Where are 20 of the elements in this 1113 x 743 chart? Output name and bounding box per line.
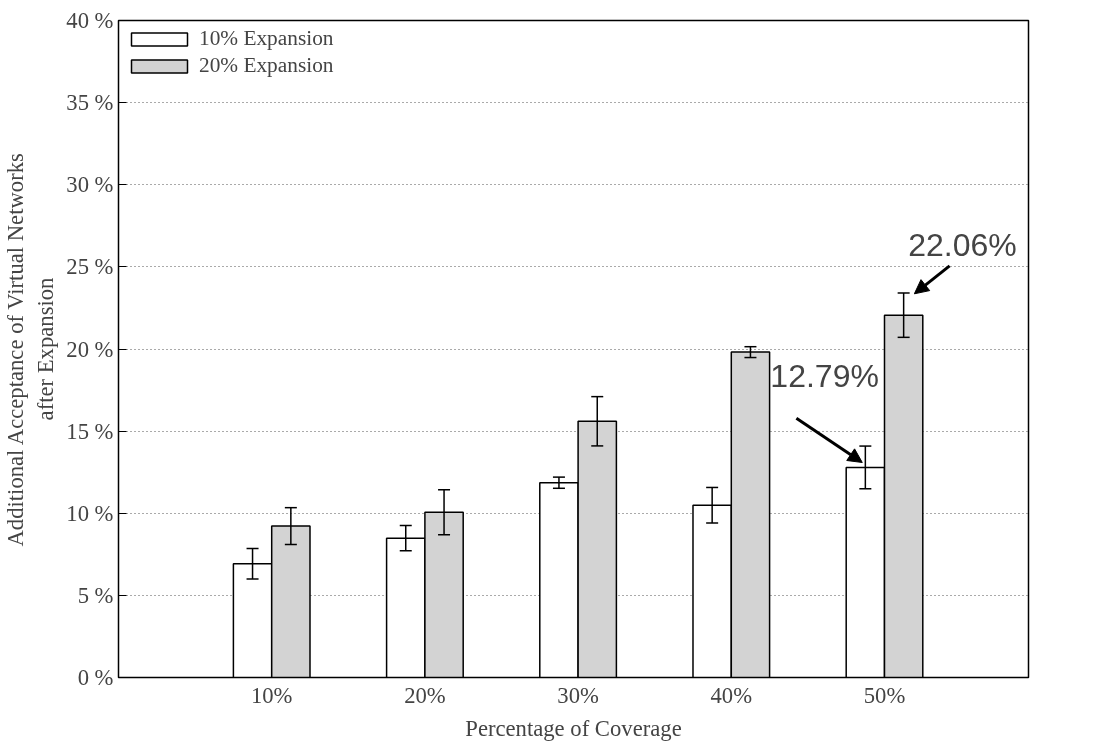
y-tick-label: 0 % [77,665,114,690]
x-tick-label: 10% [250,682,293,708]
y-axis-title: Additional Acceptance of Virtual Networks after Expansion [3,153,59,547]
y-tick-label: 15 % [66,418,114,444]
x-tick-label: 20% [404,682,446,708]
y-tick-label: 10 % [66,500,114,526]
x-tick-label: 30% [557,682,599,708]
annotation: 12.79% [770,357,879,394]
y-tick-label: 30 % [66,172,114,198]
legend-label: 20% Expansion [199,53,334,78]
y-tick-label: 25 % [66,254,114,280]
annotation: 22.06% [908,226,1017,263]
y-tick-label: 40 % [66,8,114,33]
y-tick-label: 20 % [66,336,114,362]
legend-label: 10% Expansion [199,26,334,51]
y-tick-label: 35 % [66,90,114,116]
x-tick-label: 40% [710,682,753,708]
x-axis-title: Percentage of Coverage [465,715,682,741]
y-tick-label: 5 % [77,582,114,608]
x-tick-label: 50% [863,682,906,708]
